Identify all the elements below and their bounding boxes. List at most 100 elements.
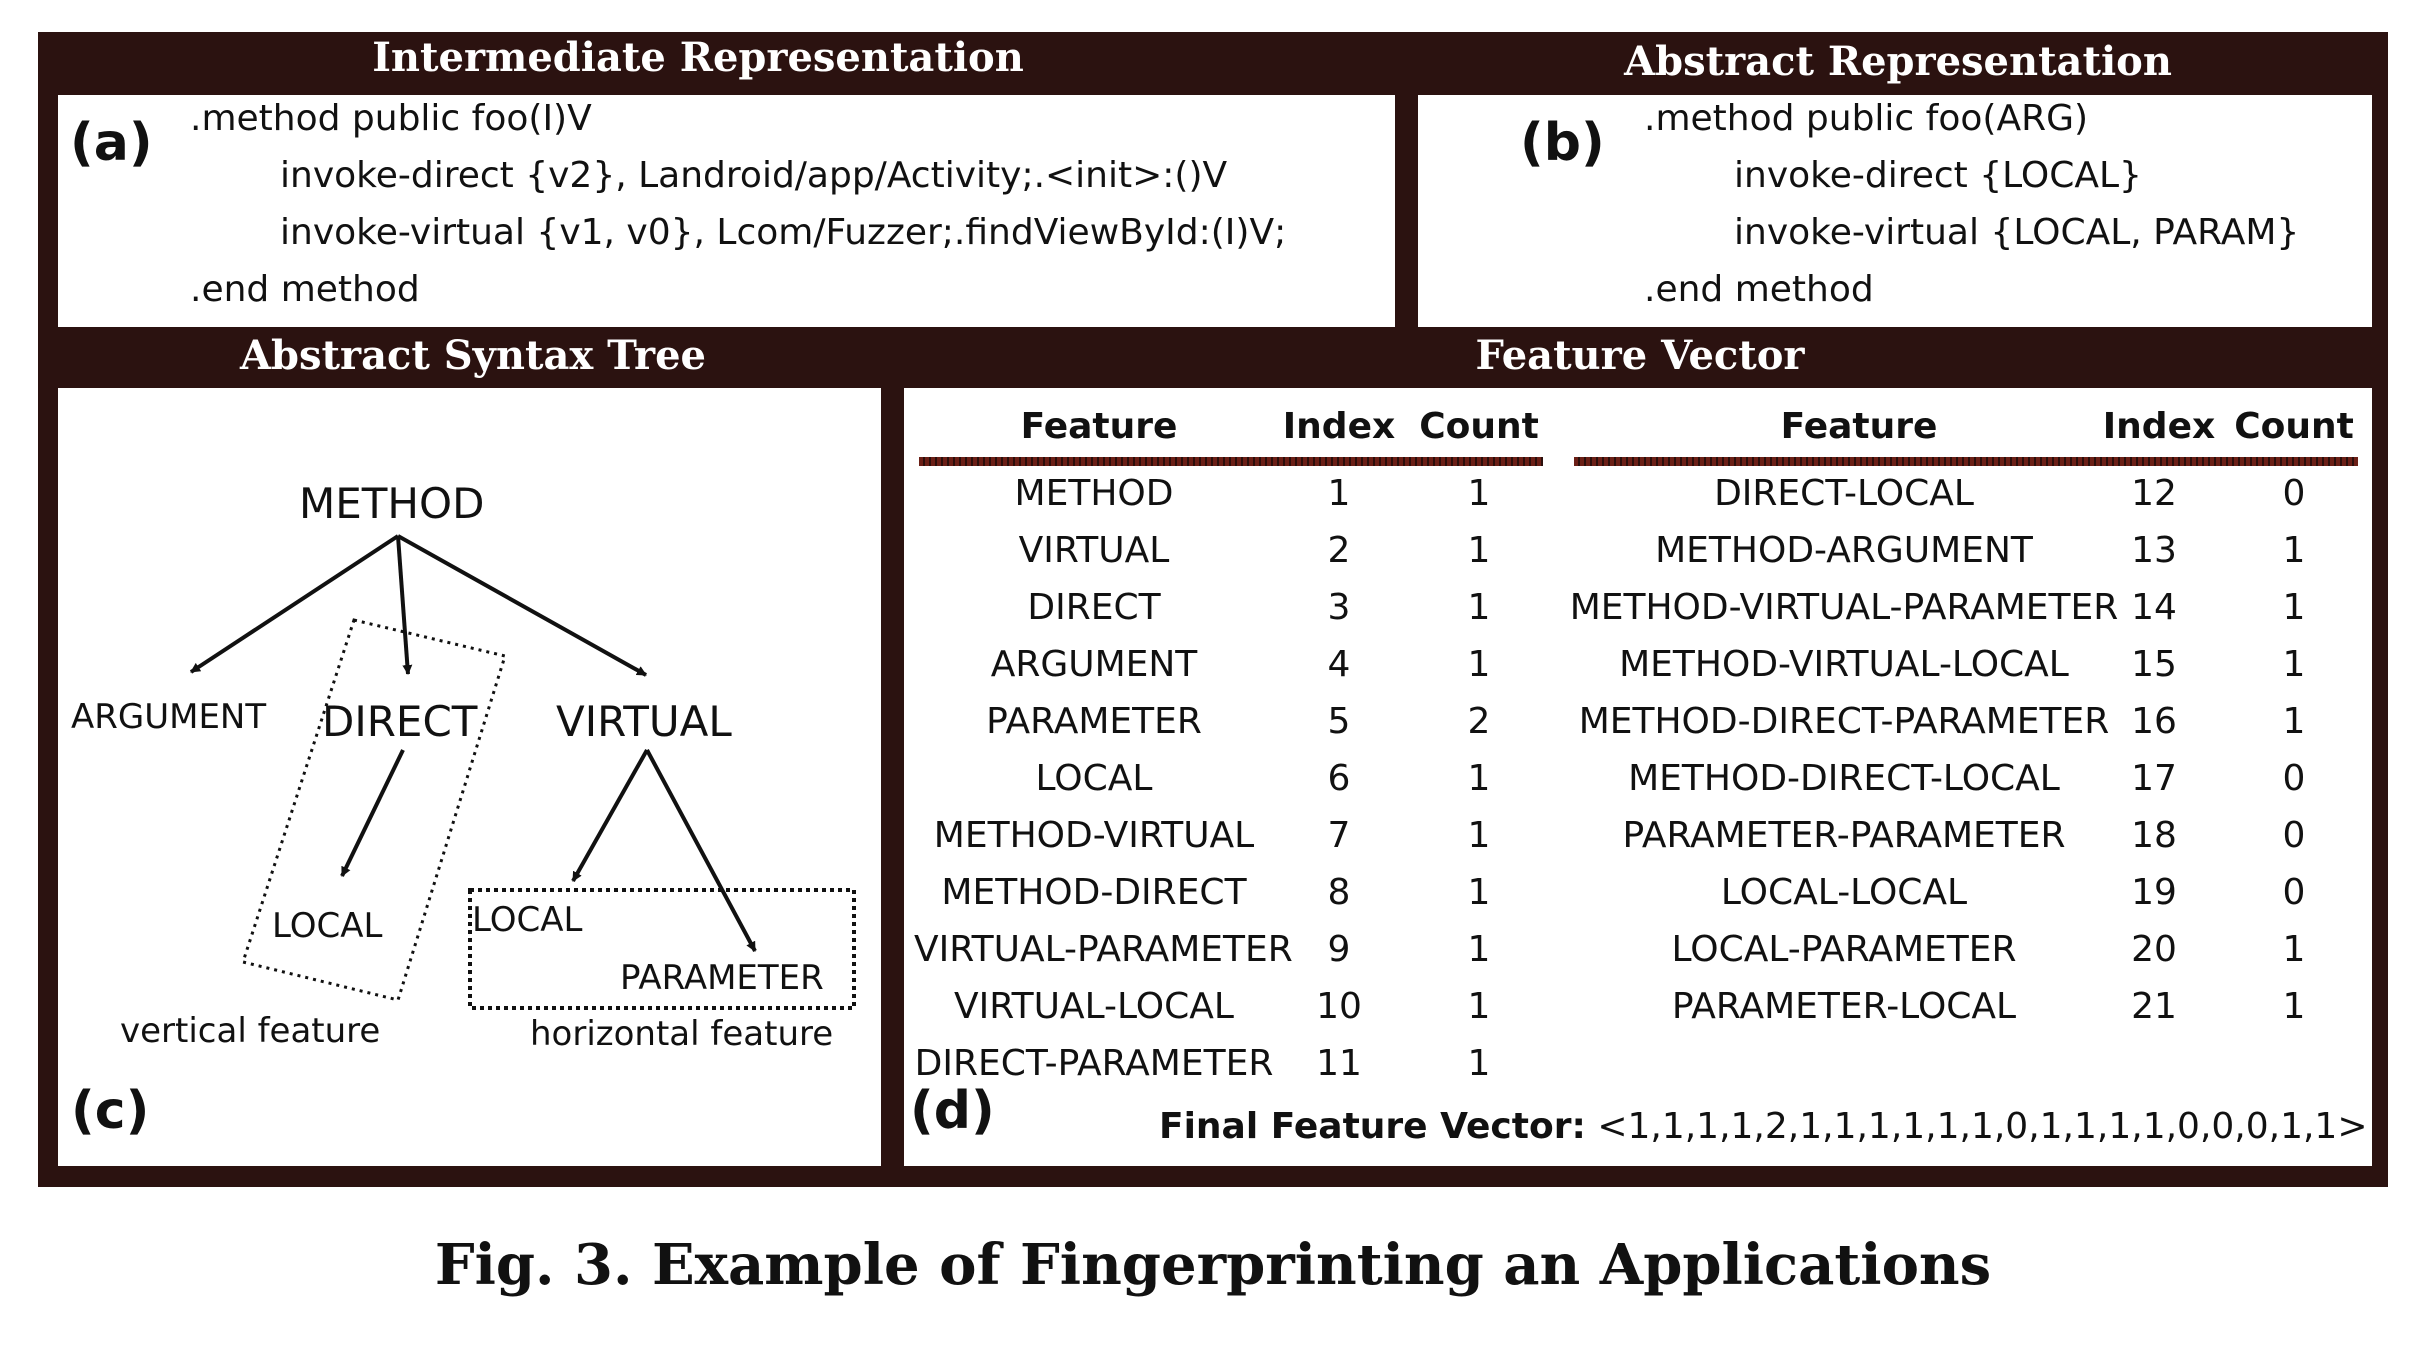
- table-cell-count: 1: [1467, 815, 1491, 856]
- table-row: LOCAL-PARAMETER 20 1: [904, 922, 2372, 978]
- table-cell-feature: LOCAL-PARAMETER: [1671, 929, 2017, 970]
- table-cell-index: 14: [2131, 587, 2177, 628]
- table-row: VIRTUAL 2 1: [904, 523, 2372, 579]
- table-cell-feature: DIRECT: [1027, 587, 1161, 628]
- table-cell-index: 4: [1327, 644, 1351, 685]
- col-header-feature-right: Feature: [1780, 406, 1938, 447]
- figure-caption: Fig. 3. Example of Fingerprinting an App…: [434, 1232, 1992, 1298]
- header-intermediate-representation: Intermediate Representation: [372, 34, 1024, 81]
- horizontal-feature-box: [468, 888, 856, 1010]
- table-cell-count: 1: [1467, 473, 1491, 514]
- final-feature-vector: Final Feature Vector: <1,1,1,1,2,1,1,1,1…: [1159, 1106, 2368, 1147]
- table-cell-count: 1: [1467, 587, 1491, 628]
- table-cell-index: 17: [2131, 758, 2177, 799]
- table-cell-count: 1: [1467, 929, 1491, 970]
- header-rule-right: [1574, 457, 2358, 466]
- table-cell-count: 2: [1467, 701, 1491, 742]
- edge-virtual-parameter: [645, 749, 757, 952]
- table-cell-count: 0: [2282, 872, 2306, 913]
- table-cell-index: 2: [1327, 530, 1351, 571]
- table-cell-feature: VIRTUAL: [1018, 530, 1170, 571]
- table-cell-count: 1: [1467, 1043, 1491, 1084]
- table-cell-feature: PARAMETER-LOCAL: [1671, 986, 2017, 1027]
- table-row: VIRTUAL-LOCAL 10 1: [904, 979, 2372, 1035]
- table-cell-count: 1: [2282, 644, 2306, 685]
- edge-method-argument: [189, 534, 400, 674]
- table-row: METHOD-VIRTUAL-LOCAL 15 1: [904, 637, 2372, 693]
- table-cell-index: 16: [2131, 701, 2177, 742]
- code-line: invoke-direct {LOCAL}: [1734, 155, 2142, 196]
- table-row: DIRECT-LOCAL 12 0: [904, 466, 2372, 522]
- table-cell-feature: LOCAL: [1035, 758, 1153, 799]
- table-cell-index: 18: [2131, 815, 2177, 856]
- col-header-feature-left: Feature: [1020, 406, 1178, 447]
- table-cell-index: 15: [2131, 644, 2177, 685]
- node-local-horizontal: LOCAL: [472, 900, 582, 940]
- node-local-vertical: LOCAL: [272, 906, 382, 946]
- table-cell-count: 1: [1467, 872, 1491, 913]
- table-cell-index: 5: [1327, 701, 1351, 742]
- col-header-index-right: Index: [2102, 406, 2216, 447]
- table-cell-feature: METHOD-ARGUMENT: [1655, 530, 2033, 571]
- table-row: DIRECT 3 1: [904, 580, 2372, 636]
- table-cell-feature: ARGUMENT: [990, 644, 1198, 685]
- table-row: METHOD-DIRECT 8 1: [904, 865, 2372, 921]
- table-cell-feature: METHOD-DIRECT-LOCAL: [1628, 758, 2060, 799]
- vertical-feature-box: [241, 618, 507, 1002]
- header-abstract-syntax-tree: Abstract Syntax Tree: [240, 332, 706, 379]
- table-cell-index: 11: [1316, 1043, 1362, 1084]
- table-cell-index: 1: [1327, 473, 1351, 514]
- table-row: PARAMETER-LOCAL 21 1: [904, 979, 2372, 1035]
- table-cell-index: 7: [1327, 815, 1351, 856]
- panel-label-d: (d): [910, 1081, 995, 1141]
- table-cell-feature: METHOD-DIRECT-PARAMETER: [1578, 701, 2110, 742]
- ast-diagram: METHOD ARGUMENT DIRECT VIRTUAL LOCAL LOC…: [71, 479, 856, 1054]
- node-parameter: PARAMETER: [620, 958, 824, 998]
- table-cell-feature: METHOD-VIRTUAL-PARAMETER: [1569, 587, 2119, 628]
- table-cell-index: 21: [2131, 986, 2177, 1027]
- code-line: .method public foo(I)V: [190, 98, 592, 139]
- code-line: .end method: [190, 269, 420, 310]
- table-cell-count: 1: [2282, 986, 2306, 1027]
- table-row: PARAMETER 5 2: [904, 694, 2372, 750]
- table-cell-count: 0: [2282, 473, 2306, 514]
- edge-method-direct: [396, 535, 413, 675]
- table-cell-feature: PARAMETER-PARAMETER: [1622, 815, 2066, 856]
- header-abstract-representation: Abstract Representation: [1624, 38, 2172, 85]
- panel-abstract-representation: (b) .method public foo(ARG) invoke-direc…: [1418, 95, 2372, 327]
- table-cell-count: 1: [2282, 929, 2306, 970]
- vertical-feature-caption: vertical feature: [120, 1011, 380, 1051]
- table-row: LOCAL 6 1: [904, 751, 2372, 807]
- table-cell-index: 3: [1327, 587, 1351, 628]
- header-feature-vector: Feature Vector: [1475, 332, 1805, 379]
- table-cell-count: 1: [2282, 530, 2306, 571]
- table-row: METHOD-DIRECT-PARAMETER 16 1: [904, 694, 2372, 750]
- edge-method-virtual: [397, 534, 647, 677]
- table-cell-count: 0: [2282, 815, 2306, 856]
- table-row: METHOD-ARGUMENT 13 1: [904, 523, 2372, 579]
- col-header-count-right: Count: [2234, 406, 2354, 447]
- table-row: METHOD-DIRECT-LOCAL 17 0: [904, 751, 2372, 807]
- table-cell-feature: DIRECT-PARAMETER: [914, 1043, 1274, 1084]
- panel-abstract-syntax-tree: METHOD ARGUMENT DIRECT VIRTUAL LOCAL LOC…: [58, 388, 881, 1166]
- table-cell-count: 1: [2282, 587, 2306, 628]
- final-feature-vector-label: Final Feature Vector:: [1159, 1106, 1586, 1147]
- table-row: METHOD 1 1: [904, 466, 2372, 522]
- table-cell-feature: METHOD: [1014, 473, 1174, 514]
- code-line: invoke-virtual {LOCAL, PARAM}: [1734, 212, 2300, 253]
- table-cell-feature: METHOD-VIRTUAL: [933, 815, 1255, 856]
- table-cell-count: 1: [1467, 986, 1491, 1027]
- table-row: VIRTUAL-PARAMETER 9 1: [904, 922, 2372, 978]
- table-cell-index: 12: [2131, 473, 2177, 514]
- code-line: invoke-virtual {v1, v0}, Lcom/Fuzzer;.fi…: [280, 212, 1287, 253]
- col-header-count-left: Count: [1419, 406, 1539, 447]
- table-row: PARAMETER-PARAMETER 18 0: [904, 808, 2372, 864]
- code-line: .method public foo(ARG): [1644, 98, 2089, 139]
- table-cell-feature: PARAMETER: [986, 701, 1202, 742]
- table-cell-index: 19: [2131, 872, 2177, 913]
- code-line: .end method: [1644, 269, 1874, 310]
- table-cell-count: 1: [1467, 758, 1491, 799]
- table-cell-count: 1: [2282, 701, 2306, 742]
- table-cell-index: 6: [1327, 758, 1351, 799]
- final-feature-vector-value: <1,1,1,1,2,1,1,1,1,1,1,0,1,1,1,1,0,0,0,1…: [1597, 1106, 2368, 1147]
